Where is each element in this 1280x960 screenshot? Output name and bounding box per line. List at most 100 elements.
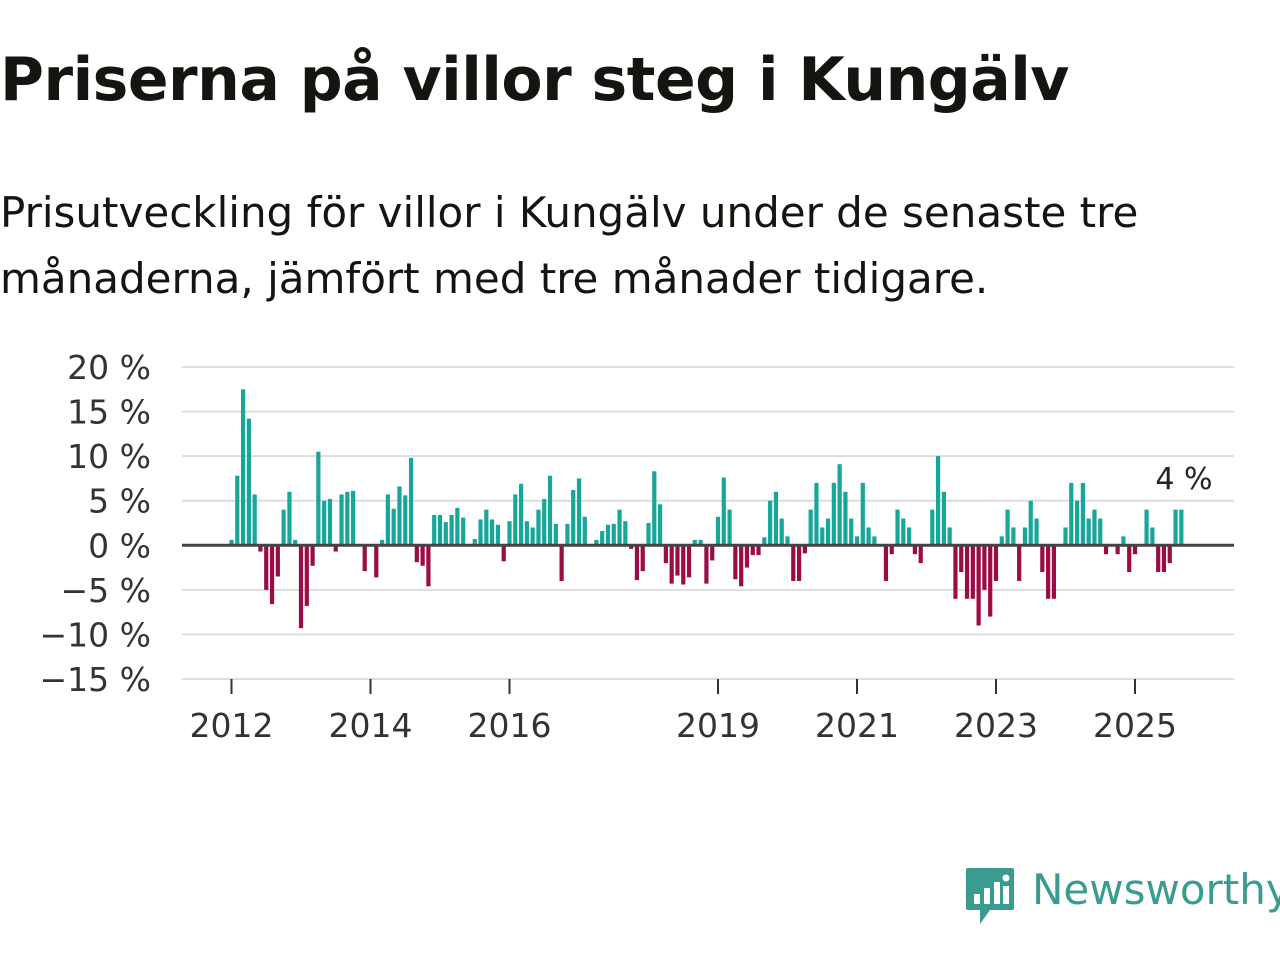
- bar: [739, 545, 744, 587]
- bar: [762, 537, 767, 546]
- bar: [779, 518, 784, 546]
- bar: [802, 545, 807, 554]
- bar: [1034, 518, 1039, 546]
- bar: [229, 539, 234, 546]
- bar: [1103, 545, 1109, 555]
- bar: [646, 523, 651, 546]
- bar: [362, 545, 367, 572]
- bar: [982, 545, 987, 590]
- bar: [571, 490, 576, 546]
- y-tick-label: 5 %: [88, 482, 151, 521]
- bar: [733, 545, 738, 580]
- bar: [351, 490, 356, 546]
- y-tick-label: −5 %: [61, 571, 152, 610]
- bar: [791, 545, 796, 581]
- bar: [640, 545, 645, 572]
- bar-chart: 20 %15 %10 %5 %0 %−5 %−10 %−15 % 2012 201…: [40, 348, 1234, 745]
- bar: [304, 545, 309, 606]
- chart-subtitle: Prisutveckling för villor i Kungälv unde…: [0, 188, 1139, 303]
- bar: [333, 545, 338, 552]
- bar: [663, 545, 668, 564]
- y-tick-label: 10 %: [67, 437, 151, 476]
- bar: [1011, 527, 1016, 546]
- bar: [895, 509, 900, 546]
- bar: [657, 504, 663, 546]
- bar: [432, 514, 437, 546]
- bar: [246, 418, 251, 546]
- bar: [530, 527, 535, 546]
- bar: [547, 475, 553, 546]
- bar: [976, 545, 981, 626]
- bar: [1063, 527, 1068, 546]
- bar: [1046, 545, 1051, 599]
- bar: [704, 545, 709, 584]
- bar-series: [229, 389, 1184, 629]
- x-tick-label: 2021: [815, 706, 899, 745]
- grid-lines: [182, 366, 1234, 680]
- bar: [623, 521, 628, 546]
- bar: [403, 495, 408, 546]
- bar: [750, 545, 755, 556]
- bar: [715, 516, 721, 546]
- bar: [316, 451, 321, 546]
- bar: [918, 545, 923, 564]
- bar: [710, 545, 715, 561]
- bar: [959, 545, 964, 573]
- bar: [507, 521, 512, 546]
- bar: [298, 545, 304, 629]
- bar: [594, 539, 599, 546]
- bar: [264, 545, 269, 590]
- bar: [756, 545, 761, 556]
- bar: [258, 545, 263, 552]
- bar: [837, 464, 842, 546]
- bar: [379, 539, 385, 546]
- bar: [536, 509, 541, 546]
- newsworthy-logo[interactable]: Newsworthy: [964, 862, 1280, 930]
- bar: [1092, 509, 1097, 546]
- x-tick-label: 2016: [468, 706, 552, 745]
- bar: [478, 519, 483, 546]
- bar: [310, 545, 315, 566]
- bar: [1017, 545, 1022, 581]
- x-tick-label: 2012: [190, 706, 274, 745]
- x-tick-label: 2025: [1093, 706, 1177, 745]
- bar: [553, 523, 558, 546]
- bar: [843, 491, 848, 546]
- bar: [605, 524, 611, 546]
- y-tick-label: −15 %: [40, 660, 152, 699]
- bar: [866, 527, 871, 546]
- bar: [686, 545, 692, 578]
- bar: [345, 491, 350, 546]
- bar: [293, 539, 298, 546]
- bar: [617, 509, 622, 546]
- bar: [1028, 500, 1033, 546]
- bar: [269, 545, 275, 605]
- bar: [675, 545, 680, 576]
- bar: [484, 509, 489, 546]
- bar: [1022, 527, 1028, 546]
- bar: [495, 524, 501, 546]
- y-axis: 20 % 15 % 10 % 5 % 0 % −5 % −10 % −15 %: [40, 348, 152, 699]
- bar: [235, 475, 240, 546]
- bar: [327, 498, 333, 546]
- bar: [883, 545, 889, 581]
- y-tick-label: −10 %: [40, 615, 152, 654]
- x-tick-label: 2019: [676, 706, 760, 745]
- last-value-label: 4 %: [1155, 462, 1212, 497]
- y-tick-label: 0 %: [88, 526, 151, 565]
- bar: [600, 531, 605, 546]
- bar: [1069, 482, 1074, 546]
- bar: [281, 509, 286, 546]
- bar: [513, 494, 518, 546]
- bar: [1161, 545, 1167, 573]
- bar: [964, 545, 970, 599]
- bar: [814, 482, 819, 546]
- bar: [1086, 518, 1091, 546]
- bar: [669, 545, 674, 584]
- x-tick-label: 2014: [329, 706, 413, 745]
- bar: [1156, 545, 1161, 573]
- bar: [397, 486, 402, 546]
- bar: [935, 456, 941, 546]
- bar: [385, 494, 390, 546]
- chart-title: Priserna på villor steg i Kungälv: [0, 45, 1069, 115]
